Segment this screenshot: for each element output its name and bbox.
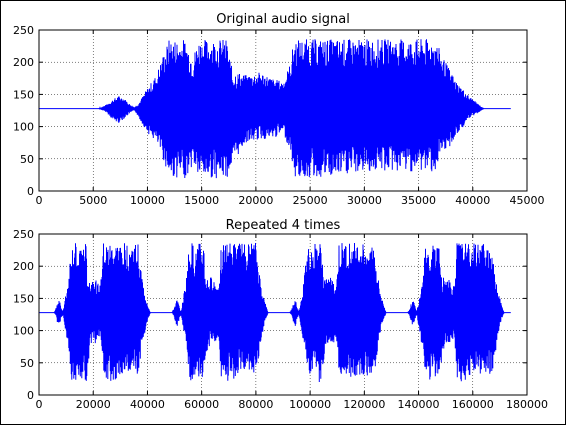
x-tick-label: 100000 (289, 398, 331, 411)
x-tick-label: 180000 (506, 398, 548, 411)
x-tick-label: 30000 (347, 194, 382, 207)
y-tick-label: 0 (27, 185, 34, 198)
x-tick-label: 25000 (293, 194, 328, 207)
y-tick-label: 150 (13, 88, 34, 101)
x-tick-label: 160000 (452, 398, 494, 411)
x-tick-label: 60000 (184, 398, 219, 411)
y-tick-label: 200 (13, 56, 34, 69)
x-tick-label: 10000 (130, 194, 165, 207)
x-tick-label: 0 (36, 398, 43, 411)
x-tick-label: 20000 (238, 194, 273, 207)
chart-original-audio: Original audio signal 0 5000 10000 15000 200… (13, 12, 545, 207)
y-tick-label: 200 (13, 260, 34, 273)
x-tick-label: 5000 (79, 194, 107, 207)
x-tick-label: 120000 (343, 398, 385, 411)
y-tick-label: 250 (13, 24, 34, 37)
chart-title: Repeated 4 times (226, 218, 341, 233)
series-audio-signal (39, 242, 511, 383)
y-tick-label: 0 (27, 389, 34, 402)
y-tick-label: 50 (20, 357, 34, 370)
y-tick-label: 150 (13, 292, 34, 305)
y-tick-label: 100 (13, 325, 34, 338)
x-tick-label: 40000 (130, 398, 165, 411)
plot-area-frame (38, 29, 528, 192)
chart-title: Original audio signal (216, 12, 350, 27)
chart-repeated-audio: Repeated 4 times 0 20000 40000 60000 80000 10… (13, 218, 548, 411)
x-tick-label: 15000 (184, 194, 219, 207)
x-tick-label: 40000 (455, 194, 490, 207)
x-tick-label: 140000 (398, 398, 440, 411)
x-tick-label: 45000 (510, 194, 545, 207)
y-tick-label: 250 (13, 228, 34, 241)
x-tick-label: 20000 (76, 398, 111, 411)
y-tick-label: 50 (20, 153, 34, 166)
x-tick-label: 80000 (238, 398, 273, 411)
series-audio-signal (39, 39, 511, 179)
plot-area-frame (38, 233, 528, 396)
y-tick-label: 100 (13, 121, 34, 134)
x-tick-label: 35000 (401, 194, 436, 207)
x-tick-label: 0 (36, 194, 43, 207)
